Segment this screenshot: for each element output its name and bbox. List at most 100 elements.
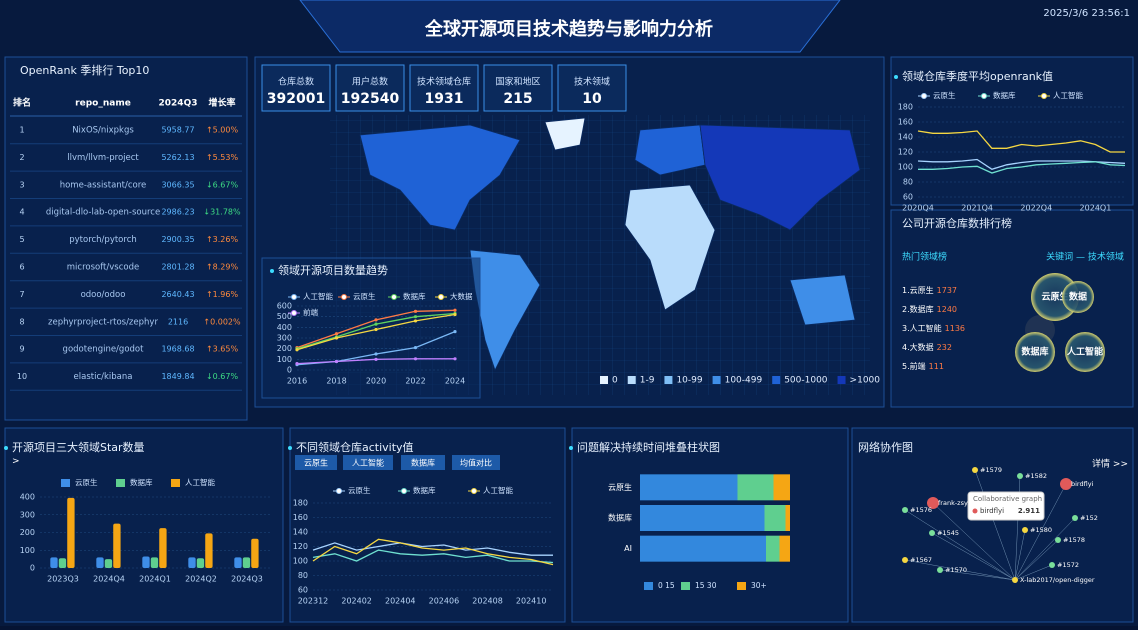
table-cell: 2116: [168, 317, 188, 326]
node[interactable]: [1072, 515, 1078, 521]
x-tick-label: 202402: [341, 597, 372, 606]
bubble-label: 数据: [1069, 291, 1087, 303]
chart-title: 不同领域仓库activity值: [296, 440, 414, 454]
point: [413, 319, 418, 323]
legend-swatch: [681, 582, 690, 590]
node[interactable]: [1055, 537, 1061, 543]
legend-label: 前端: [303, 307, 318, 317]
rank-value: 111: [929, 362, 944, 371]
node[interactable]: [1060, 478, 1072, 490]
panel-title: 网络协作图: [858, 440, 913, 454]
node[interactable]: [972, 467, 978, 473]
world-map: [359, 117, 861, 372]
filter-button[interactable]: [452, 455, 500, 470]
table-cell: ↓0.67%: [206, 372, 239, 381]
legend-swatch: [664, 376, 673, 384]
legend-label: 30+: [751, 581, 767, 590]
tooltip-title: Collaborative graph: [973, 495, 1042, 503]
kpi-label: 技术领域仓库: [417, 76, 471, 88]
table-header: repo_name: [75, 99, 131, 109]
y-tick-label: 300: [277, 334, 292, 343]
point: [413, 357, 418, 361]
details-link[interactable]: 详情 >>: [1092, 458, 1128, 470]
table-cell: 3066.35: [161, 180, 194, 189]
edge: [1014, 483, 1067, 581]
kpi-label: 用户总数: [352, 76, 388, 88]
series-line: [312, 549, 554, 564]
legend-swatch: [772, 376, 781, 384]
legend-label: 人工智能: [483, 485, 513, 495]
node[interactable]: [929, 530, 935, 536]
edge: [974, 469, 1016, 581]
table-cell: 8: [19, 317, 24, 326]
table-cell: elastic/kibana: [74, 372, 133, 382]
node[interactable]: [1017, 473, 1023, 479]
node[interactable]: [902, 557, 908, 563]
point: [334, 336, 339, 340]
rank-name: 2.数据库: [902, 304, 934, 314]
node-label: #1576: [910, 506, 932, 514]
legend-label: 云原生: [353, 291, 376, 301]
bar-segment: [766, 535, 780, 562]
legend-dot: [341, 294, 347, 300]
node-label: #1578: [1063, 536, 1085, 544]
panel-title: OpenRank 季排行 Top10: [20, 63, 149, 77]
bar-segment: [773, 474, 790, 501]
tooltip-dot: [972, 508, 978, 514]
filter-button-label[interactable]: 数据库: [411, 458, 435, 468]
bar: [205, 533, 213, 568]
node[interactable]: [1049, 562, 1055, 568]
bar: [96, 557, 104, 568]
filter-button-label[interactable]: 云原生: [304, 458, 328, 468]
y-tick-label: 云原生: [608, 482, 632, 492]
node-label: birdflyi: [1071, 480, 1094, 488]
edge: [939, 569, 1016, 581]
point: [453, 312, 457, 317]
edge: [904, 559, 1016, 581]
point: [374, 352, 378, 356]
legend-label: 数据库: [403, 291, 426, 301]
x-tick-label: 202410: [516, 597, 547, 606]
node[interactable]: [1022, 527, 1028, 533]
node[interactable]: [902, 507, 908, 513]
legend-swatch: [712, 376, 721, 384]
node[interactable]: [937, 567, 943, 573]
legend-swatch: [737, 582, 746, 590]
legend-label: 大数据: [450, 291, 473, 301]
point: [374, 357, 378, 361]
chart-title: 领域仓库季度平均openrank值: [902, 69, 1053, 83]
y-tick-label: 180: [898, 103, 913, 112]
bubble: [1062, 281, 1094, 313]
point: [413, 346, 418, 350]
table-cell: 5: [19, 235, 24, 244]
page-title: 全球开源项目技术趋势与影响力分析: [424, 18, 713, 40]
filter-button-label[interactable]: 人工智能: [352, 458, 384, 468]
y-tick-label: 80: [903, 178, 913, 187]
more-link[interactable]: >: [12, 457, 20, 467]
panel: [4, 427, 284, 623]
table-cell: 5262.13: [161, 153, 194, 162]
x-tick-label: 2024: [445, 377, 465, 386]
table-cell: ↑0.002%: [203, 317, 241, 326]
bar: [58, 558, 67, 568]
point: [334, 359, 339, 364]
point: [413, 309, 418, 313]
edge: [932, 502, 1016, 581]
table-cell: 2986.23: [161, 208, 194, 217]
node[interactable]: [1012, 577, 1018, 583]
table-cell: 1968.68: [161, 345, 194, 354]
legend-label: 人工智能: [185, 477, 215, 487]
header-bar: [299, 0, 841, 53]
bubble: [1015, 332, 1055, 372]
kpi-box: [557, 64, 627, 112]
filter-button[interactable]: [295, 455, 337, 470]
series-line: [917, 130, 1125, 153]
filter-button[interactable]: [343, 455, 393, 470]
node[interactable]: [927, 497, 939, 509]
point: [453, 357, 457, 361]
filter-button[interactable]: [401, 455, 445, 470]
table-header: 排名: [13, 97, 31, 109]
filter-button-label[interactable]: 均值对比: [460, 458, 492, 468]
y-tick-label: 80: [298, 571, 308, 580]
tooltip-value: 2.911: [1018, 507, 1040, 515]
